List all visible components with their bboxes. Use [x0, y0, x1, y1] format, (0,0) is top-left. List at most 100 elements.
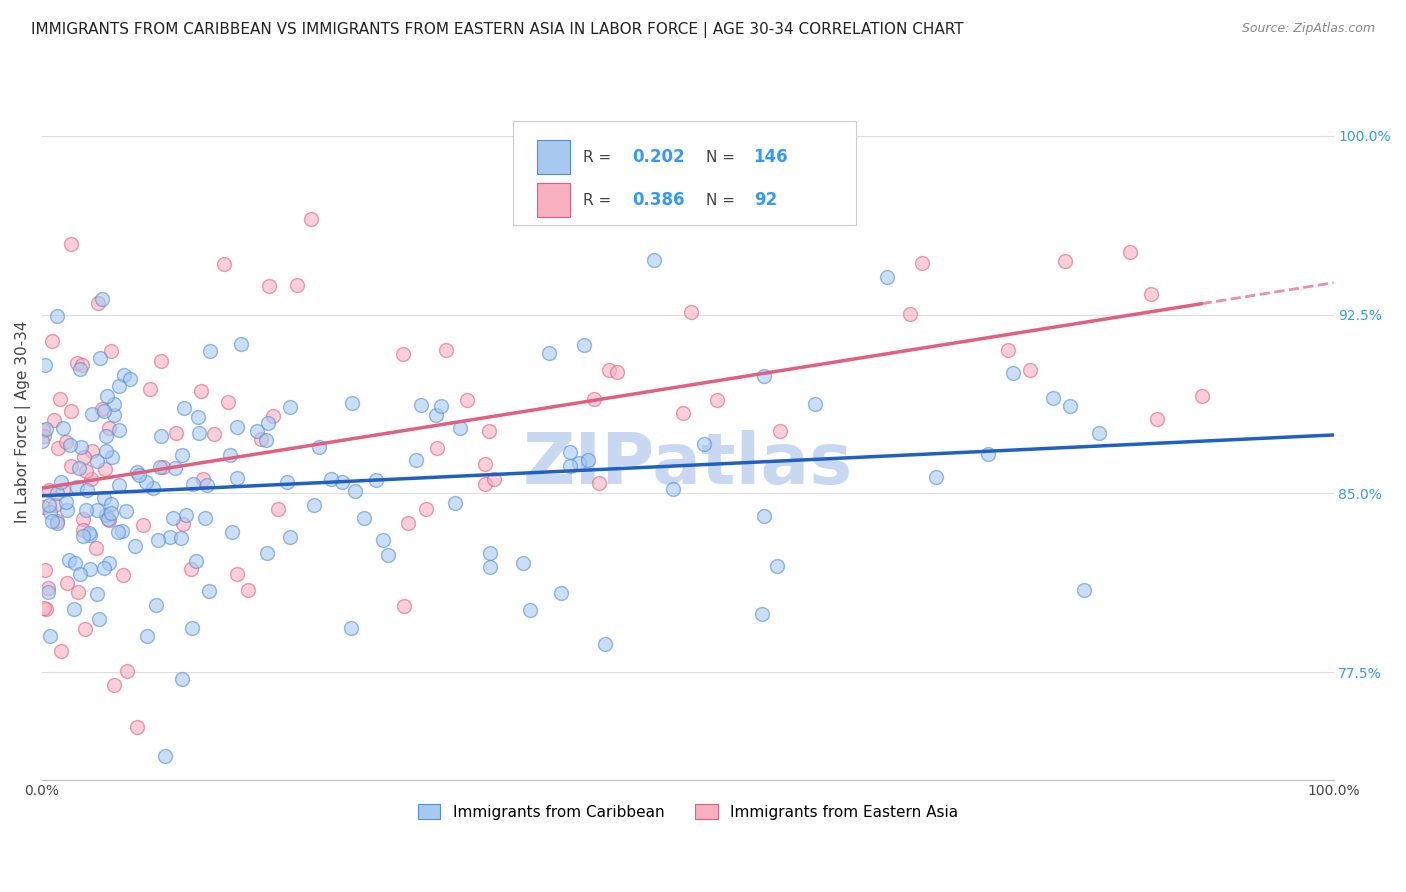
Point [67, 461, 90, 475]
Point [31, 500, 53, 514]
Point [69, 362, 91, 376]
Point [135, 629, 157, 643]
Point [429, 399, 451, 413]
Point [60, 237, 83, 252]
Point [256, 417, 278, 431]
Point [52, 483, 75, 498]
Point [217, 395, 239, 409]
Point [67, 585, 90, 599]
Point [86, 502, 108, 516]
Point [91, 401, 114, 416]
Point [56, 503, 79, 517]
Point [221, 524, 243, 539]
Point [246, 425, 269, 439]
Point [86, 587, 108, 601]
Point [425, 408, 447, 422]
Point [80, 472, 103, 486]
Point [45, 516, 67, 531]
Point [35, 422, 58, 436]
Point [162, 511, 184, 525]
Point [204, 426, 226, 441]
Point [1042, 391, 1064, 405]
Point [94, 462, 117, 476]
Point [34, 358, 56, 372]
Point [107, 478, 129, 492]
Point [598, 362, 620, 376]
Point [52, 421, 75, 435]
Point [911, 256, 934, 270]
Point [107, 423, 129, 437]
Point [41, 334, 63, 348]
Point [149, 353, 172, 368]
Point [411, 398, 433, 412]
Point [186, 554, 208, 568]
Point [103, 397, 125, 411]
Point [377, 548, 399, 562]
Point [444, 495, 467, 509]
Point [997, 343, 1019, 357]
Point [65, 557, 87, 571]
Point [72, 529, 94, 543]
Point [287, 278, 309, 293]
Point [87, 612, 110, 626]
Point [60, 403, 83, 417]
Point [86, 541, 108, 556]
Point [434, 343, 457, 357]
Point [197, 583, 219, 598]
Point [373, 533, 395, 548]
Point [55, 435, 77, 450]
Point [75, 464, 97, 478]
Point [90, 292, 112, 306]
Point [170, 531, 193, 545]
Point [98, 421, 121, 435]
Point [187, 409, 209, 424]
Point [142, 481, 165, 495]
Point [392, 599, 415, 614]
Point [1059, 399, 1081, 413]
Point [267, 502, 290, 516]
Point [93, 491, 115, 506]
Point [31, 434, 53, 448]
Point [754, 369, 776, 384]
Point [183, 477, 205, 491]
FancyBboxPatch shape [537, 183, 571, 217]
Point [751, 607, 773, 621]
Point [225, 567, 247, 582]
Point [38, 498, 60, 512]
Point [100, 506, 122, 520]
Text: 146: 146 [754, 148, 789, 166]
Point [38, 483, 60, 498]
Point [804, 397, 827, 411]
Point [426, 442, 449, 456]
Point [276, 475, 298, 489]
Point [900, 307, 922, 321]
Point [128, 468, 150, 483]
Point [100, 497, 122, 511]
Text: Source: ZipAtlas.com: Source: ZipAtlas.com [1241, 22, 1375, 36]
Point [513, 165, 536, 179]
Point [132, 517, 155, 532]
Point [1087, 426, 1109, 441]
Point [1054, 253, 1077, 268]
Point [98, 556, 121, 570]
Point [550, 586, 572, 600]
Point [1001, 367, 1024, 381]
Point [256, 546, 278, 560]
Point [58, 553, 80, 567]
Point [302, 498, 325, 512]
Point [180, 562, 202, 576]
Point [257, 279, 280, 293]
Point [69, 566, 91, 581]
Point [194, 511, 217, 525]
FancyBboxPatch shape [537, 140, 571, 174]
Point [219, 448, 242, 462]
Point [125, 465, 148, 479]
Text: 0.386: 0.386 [633, 191, 685, 209]
Point [101, 450, 124, 465]
Point [876, 269, 898, 284]
Point [70, 441, 93, 455]
Point [149, 428, 172, 442]
Point [148, 533, 170, 547]
Point [752, 509, 775, 524]
Point [73, 450, 96, 464]
